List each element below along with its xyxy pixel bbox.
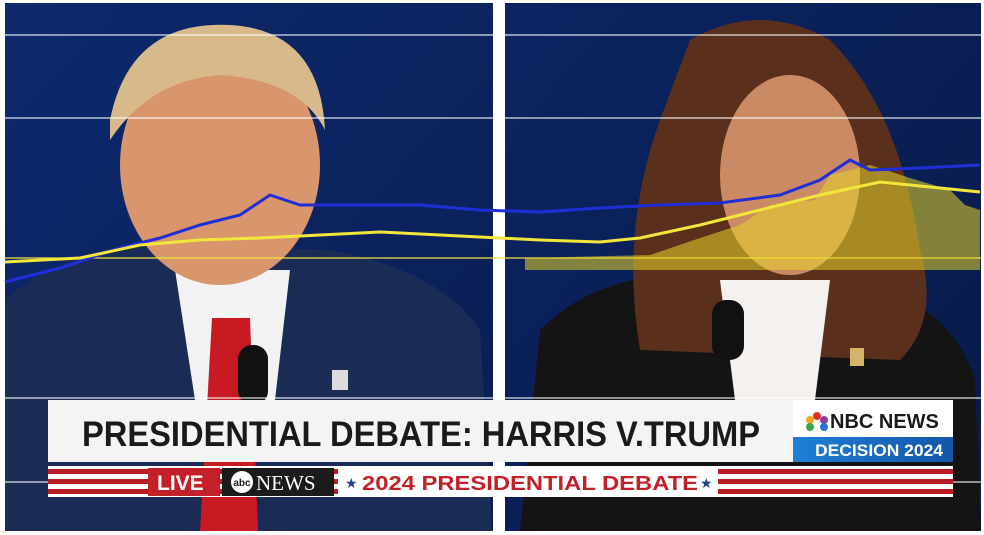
event-label: 2024 PRESIDENTIAL DEBATE [362,473,698,495]
live-label: LIVE [157,472,204,495]
decision-label: DECISION 2024 [815,441,944,460]
star-left: ★ [345,475,358,491]
abc-logo-text: abc [233,478,251,489]
network-name: NBC NEWS [830,411,939,433]
broadcast-frame: PRESIDENTIAL DEBATE: HARRIS V.TRUMP NBC … [0,0,984,535]
channel-label: NEWS [256,471,316,495]
star-right: ★ [700,475,713,491]
headline: PRESIDENTIAL DEBATE: HARRIS V.TRUMP [82,415,760,454]
page: {"banner": {"headline": "PRESIDENTIAL DE… [0,0,984,535]
